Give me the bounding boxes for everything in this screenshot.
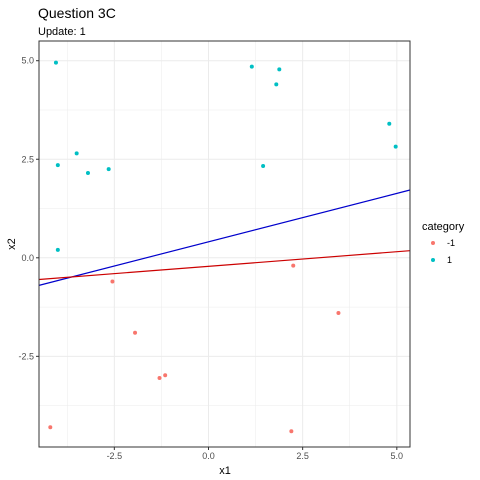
- data-point: [393, 144, 398, 149]
- data-point: [163, 373, 168, 378]
- data-point: [48, 425, 53, 430]
- data-point: [55, 163, 60, 168]
- decision-line-2: [38, 250, 411, 281]
- y-tick-label: -2.5: [18, 351, 34, 361]
- y-tick-label: 0.0: [21, 253, 34, 263]
- data-point: [53, 60, 58, 65]
- chart-subtitle: Update: 1: [38, 26, 86, 38]
- data-point: [110, 279, 115, 284]
- y-axis-title: x2: [6, 238, 18, 250]
- legend-label: 1: [447, 255, 452, 265]
- data-point: [387, 121, 392, 126]
- data-point: [106, 167, 111, 172]
- x-tick-label: -2.5: [107, 451, 123, 461]
- legend-title: category: [422, 221, 465, 233]
- x-tick-label: 5.0: [391, 451, 404, 461]
- data-points: [48, 60, 398, 434]
- y-tick-label: 5.0: [21, 56, 34, 66]
- x-tick-label: 0.0: [202, 451, 215, 461]
- legend-key: [431, 258, 435, 262]
- data-point: [85, 171, 90, 176]
- data-point: [289, 429, 294, 434]
- x-axis: -2.5 0.0 2.5 5.0: [107, 447, 404, 461]
- y-axis: -2.5 0.0 2.5 5.0: [18, 56, 39, 361]
- data-point: [157, 376, 162, 381]
- decision-lines: [38, 189, 411, 286]
- plot-border: [38, 40, 411, 448]
- data-point: [261, 163, 266, 168]
- decision-line-1: [38, 189, 411, 286]
- legend-label: -1: [447, 238, 455, 248]
- data-point: [249, 64, 254, 69]
- plot-area: [38, 40, 411, 448]
- x-axis-title: x1: [219, 465, 231, 477]
- data-point: [291, 263, 296, 268]
- plot-panel: [39, 41, 410, 447]
- legend-key: [431, 241, 435, 245]
- x-tick-label: 2.5: [296, 451, 309, 461]
- data-point: [133, 330, 138, 335]
- data-point: [336, 310, 341, 315]
- data-point: [274, 82, 279, 87]
- legend: category -1 1: [422, 221, 465, 265]
- data-point: [277, 67, 282, 72]
- data-point: [74, 151, 79, 156]
- chart-title: Question 3C: [38, 5, 116, 21]
- y-tick-label: 2.5: [21, 154, 34, 164]
- data-point: [55, 247, 60, 252]
- grid: [39, 41, 410, 447]
